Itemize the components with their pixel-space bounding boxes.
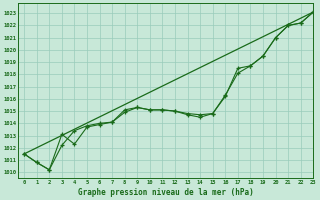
X-axis label: Graphe pression niveau de la mer (hPa): Graphe pression niveau de la mer (hPa) <box>78 188 253 197</box>
